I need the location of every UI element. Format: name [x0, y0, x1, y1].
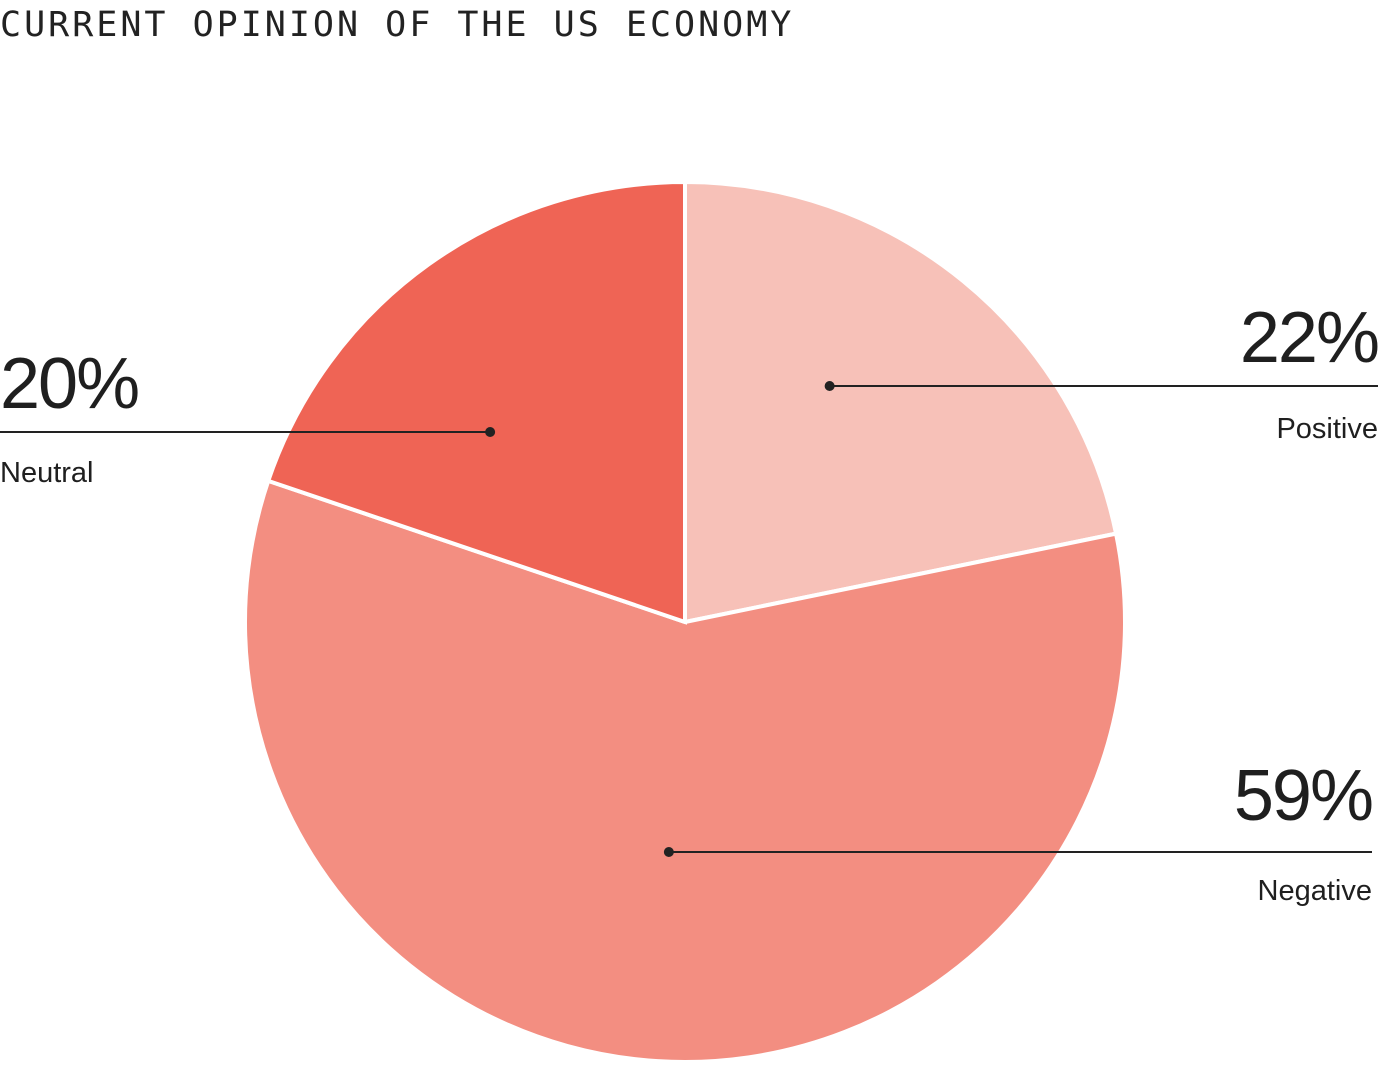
percent-label-negative: 59%	[1234, 756, 1372, 836]
pie-slice-positive	[683, 179, 1119, 625]
percent-label-positive: 22%	[1240, 298, 1378, 378]
leader-dot-positive	[824, 381, 835, 391]
pie-slice-negative	[243, 478, 1127, 1064]
percent-label-neutral: 20%	[0, 344, 138, 424]
leader-dot-neutral	[485, 427, 496, 437]
pie-slice-neutral	[265, 179, 687, 625]
category-label-positive: Positive	[1276, 413, 1378, 445]
chart-title: CURRENT OPINION OF THE US ECONOMY	[0, 5, 794, 45]
leader-dot-negative	[663, 847, 674, 857]
pie-labels: 22% Positive 59% Negative 20% Neutral	[0, 298, 1380, 907]
category-label-neutral: Neutral	[0, 457, 94, 489]
pie-slices	[243, 179, 1127, 1064]
category-label-negative: Negative	[1258, 875, 1372, 907]
